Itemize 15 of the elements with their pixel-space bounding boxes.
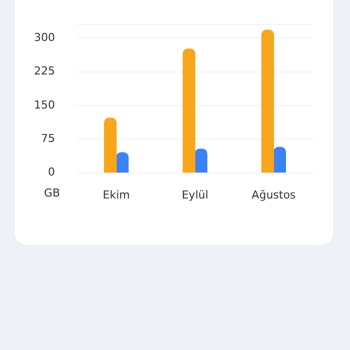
y-tick-label: 75 [41, 132, 55, 145]
y-tick-label: 225 [34, 64, 55, 78]
bar [261, 30, 274, 173]
bar [116, 152, 129, 173]
bar [104, 118, 117, 173]
bar [182, 48, 196, 173]
x-tick-label: Ağustos [252, 188, 296, 202]
x-tick-label: Eylül [182, 188, 208, 202]
y-tick-label: 300 [34, 30, 55, 44]
x-tick-label: Ekim [102, 188, 130, 202]
y-tick-label: 0 [48, 166, 55, 179]
bar [273, 146, 286, 173]
y-axis-title: GB [44, 186, 60, 200]
y-tick-label: 150 [34, 98, 55, 112]
bar [194, 148, 208, 173]
